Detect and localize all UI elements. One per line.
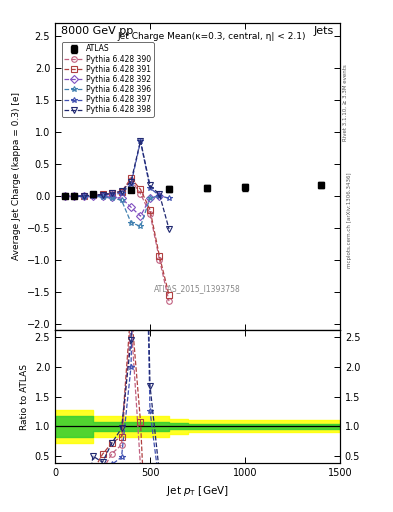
Pythia 6.428 390 [100,192,105,198]
Pythia 6.428 398 [72,193,76,199]
Y-axis label: Ratio to ATLAS: Ratio to ATLAS [20,364,29,430]
Pythia 6.428 398 [110,190,114,196]
Pythia 6.428 390 [119,189,124,196]
Text: 8000 GeV pp: 8000 GeV pp [61,26,133,36]
Pythia 6.428 391 [148,207,152,213]
Pythia 6.428 391 [167,292,171,298]
Pythia 6.428 391 [119,189,124,195]
Pythia 6.428 398 [157,191,162,198]
Pythia 6.428 396 [110,195,114,201]
Pythia 6.428 396 [91,193,95,199]
Pythia 6.428 391 [62,193,67,199]
Pythia 6.428 396 [62,193,67,199]
Pythia 6.428 391 [81,193,86,199]
Pythia 6.428 391 [72,193,76,199]
Y-axis label: Average Jet Charge (kappa = 0.3) [e]: Average Jet Charge (kappa = 0.3) [e] [12,93,21,261]
Pythia 6.428 397 [110,191,114,198]
Pythia 6.428 396 [157,193,162,199]
Pythia 6.428 398 [167,226,171,232]
Line: Pythia 6.428 398: Pythia 6.428 398 [62,138,172,232]
Pythia 6.428 392 [157,193,162,199]
Pythia 6.428 392 [91,193,95,199]
Pythia 6.428 392 [138,213,143,219]
Pythia 6.428 390 [148,210,152,217]
Pythia 6.428 397 [62,193,67,199]
Pythia 6.428 397 [157,193,162,199]
Pythia 6.428 396 [100,194,105,200]
Line: Pythia 6.428 396: Pythia 6.428 396 [62,193,162,229]
Pythia 6.428 396 [129,220,133,226]
Pythia 6.428 390 [91,193,95,199]
Pythia 6.428 390 [167,298,171,304]
Pythia 6.428 390 [129,177,133,183]
Pythia 6.428 390 [62,193,67,199]
Pythia 6.428 392 [81,193,86,199]
Line: Pythia 6.428 391: Pythia 6.428 391 [62,176,172,297]
Pythia 6.428 391 [129,175,133,181]
Pythia 6.428 392 [110,194,114,200]
Pythia 6.428 397 [167,195,171,201]
Pythia 6.428 390 [72,193,76,199]
Pythia 6.428 398 [119,188,124,194]
Pythia 6.428 397 [119,190,124,197]
Line: Pythia 6.428 392: Pythia 6.428 392 [62,193,162,219]
X-axis label: Jet $p_\mathrm{T}$ [GeV]: Jet $p_\mathrm{T}$ [GeV] [166,484,229,498]
Pythia 6.428 397 [72,193,76,199]
Text: mcplots.cern.ch [arXiv:1306.3436]: mcplots.cern.ch [arXiv:1306.3436] [347,173,352,268]
Pythia 6.428 398 [129,179,133,185]
Pythia 6.428 390 [157,257,162,263]
Pythia 6.428 391 [157,253,162,260]
Text: Jets: Jets [314,26,334,36]
Pythia 6.428 396 [72,193,76,199]
Pythia 6.428 398 [148,182,152,188]
Line: Pythia 6.428 397: Pythia 6.428 397 [62,139,172,201]
Pythia 6.428 397 [91,193,95,199]
Legend: ATLAS, Pythia 6.428 390, Pythia 6.428 391, Pythia 6.428 392, Pythia 6.428 396, P: ATLAS, Pythia 6.428 390, Pythia 6.428 39… [62,42,154,117]
Pythia 6.428 398 [62,193,67,199]
Text: ATLAS_2015_I1393758: ATLAS_2015_I1393758 [154,284,241,293]
Pythia 6.428 397 [100,192,105,198]
Pythia 6.428 398 [100,191,105,198]
Pythia 6.428 391 [100,191,105,198]
Pythia 6.428 398 [81,193,86,199]
Pythia 6.428 392 [129,204,133,210]
Pythia 6.428 398 [91,192,95,198]
Pythia 6.428 392 [72,193,76,199]
Pythia 6.428 392 [148,195,152,201]
Pythia 6.428 397 [148,185,152,191]
Pythia 6.428 390 [81,193,86,199]
Pythia 6.428 397 [138,138,143,144]
Line: Pythia 6.428 390: Pythia 6.428 390 [62,177,172,304]
Pythia 6.428 396 [119,197,124,203]
Pythia 6.428 398 [138,138,143,144]
Pythia 6.428 392 [119,195,124,201]
Pythia 6.428 390 [138,190,143,197]
Text: Jet Charge Mean(κ=0.3, central, η| < 2.1): Jet Charge Mean(κ=0.3, central, η| < 2.1… [118,32,306,41]
Pythia 6.428 396 [81,194,86,200]
Pythia 6.428 390 [110,190,114,197]
Pythia 6.428 397 [81,193,86,199]
Pythia 6.428 392 [100,193,105,199]
Pythia 6.428 391 [138,186,143,193]
Pythia 6.428 392 [62,193,67,199]
Pythia 6.428 397 [129,181,133,187]
Text: Rivet 3.1.10, ≥ 3.3M events: Rivet 3.1.10, ≥ 3.3M events [343,64,348,141]
Pythia 6.428 396 [148,195,152,201]
Pythia 6.428 391 [91,193,95,199]
Pythia 6.428 391 [110,190,114,196]
Pythia 6.428 396 [138,223,143,229]
